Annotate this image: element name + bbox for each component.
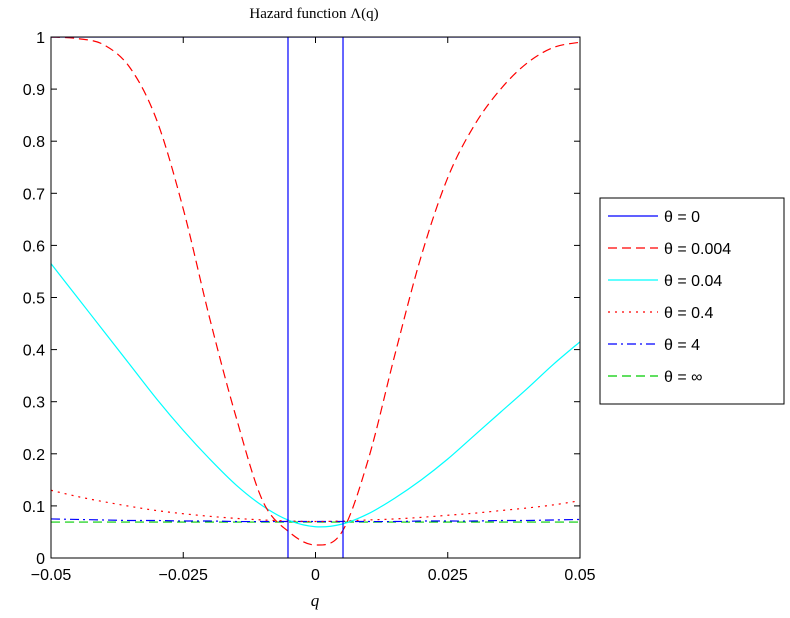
- series-line-0: [51, 37, 580, 558]
- axis-layer: −0.05 −0.025 0 0.025 0.05 0 0.1 0.2 0.3 0.4 0.5 0.6…: [23, 30, 596, 584]
- legend-box: [599, 197, 785, 405]
- x-tick-label: −0.05: [31, 567, 72, 584]
- series-line-3: [51, 489, 580, 523]
- y-tick-label: 1: [36, 30, 45, 47]
- x-tick-label: 0: [311, 567, 320, 584]
- plot-area: [51, 37, 580, 558]
- series-line-2: [51, 263, 580, 528]
- x-tick-label: 0.05: [564, 567, 595, 584]
- legend-label-2: θ = 0.04: [664, 273, 722, 290]
- x-tick-label: 0.025: [428, 567, 468, 584]
- y-tick-label: 0.6: [23, 238, 45, 255]
- y-tick-label: 0.3: [23, 395, 45, 412]
- y-tick-label: 0.7: [23, 186, 45, 203]
- series-layer: [51, 37, 580, 558]
- y-tick-label: 0.9: [23, 82, 45, 99]
- y-tick-label: 0.4: [23, 343, 45, 360]
- series-line-1: [51, 37, 580, 546]
- series-line-4: [51, 518, 580, 523]
- y-tick-label: 0.2: [23, 447, 45, 464]
- legend-label-1: θ = 0.004: [664, 241, 731, 258]
- legend-label-0: θ = 0: [664, 209, 700, 226]
- legend-label-4: θ = 4: [664, 337, 700, 354]
- chart-title: Hazard function Λ(q): [249, 6, 378, 22]
- legend: θ = 0 θ = 0.004 θ = 0.04 θ = 0.4 θ = 4 θ = ∞: [599, 197, 785, 405]
- y-tick-label: 0: [36, 551, 45, 568]
- y-tick-label: 0.8: [23, 134, 45, 151]
- legend-label-3: θ = 0.4: [664, 305, 713, 322]
- y-tick-label: 0.5: [23, 291, 45, 308]
- x-axis-label: q: [311, 591, 320, 610]
- legend-label-5: θ = ∞: [664, 369, 703, 386]
- x-tick-label: −0.025: [159, 567, 208, 584]
- y-tick-label: 0.1: [23, 499, 45, 516]
